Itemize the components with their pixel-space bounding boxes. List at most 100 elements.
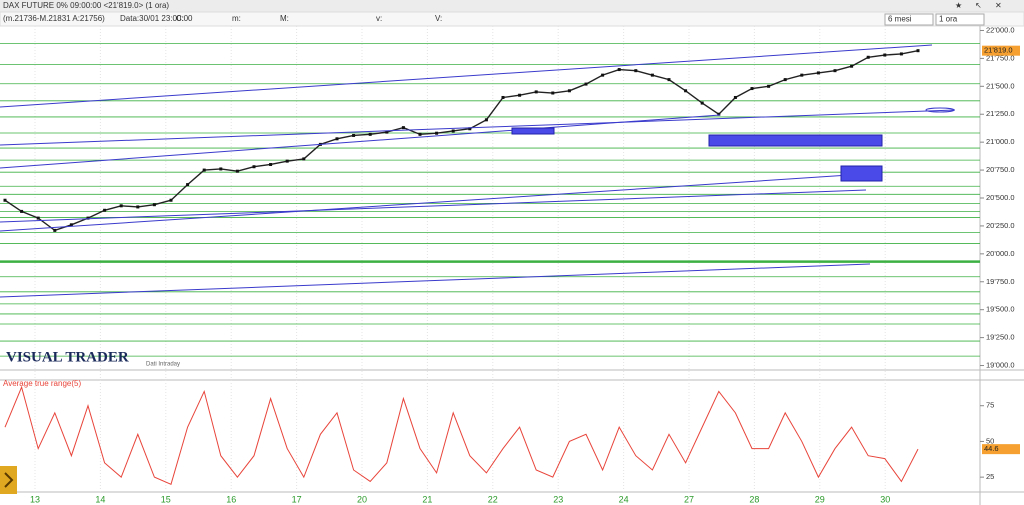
candle <box>684 89 688 93</box>
last-value-label: 44.6 <box>984 444 999 453</box>
candle <box>152 203 156 207</box>
trend-line <box>0 114 721 169</box>
series-line <box>4 385 919 485</box>
candle <box>700 101 704 105</box>
candle <box>53 228 57 232</box>
y-tick-label: 21'250.0 <box>986 109 1015 118</box>
x-tick-label: 17 <box>292 494 302 504</box>
date-info: Data:30/01 23:00:00 <box>120 14 193 23</box>
candle <box>36 216 40 220</box>
field: v: <box>376 14 382 23</box>
plot-layer: 13 14 15 16 17 20 21 22 23 24 27 28 29 30 22'000.0 21'7… <box>0 25 1020 504</box>
candle <box>352 133 356 137</box>
candle <box>617 68 621 72</box>
candle <box>567 89 571 93</box>
candle <box>899 52 903 56</box>
candle <box>584 82 588 86</box>
candle <box>368 132 372 136</box>
candle <box>518 93 522 97</box>
y-tick-label: 75 <box>986 401 994 410</box>
field: M: <box>280 14 289 23</box>
x-tick-label: 20 <box>357 494 367 504</box>
candle <box>69 223 73 227</box>
x-tick-label: 22 <box>488 494 498 504</box>
candle <box>435 131 439 135</box>
period-label: 6 mesi <box>888 15 912 24</box>
range-info: (m.21736-M.21831 A:21756) <box>3 14 105 23</box>
candle <box>252 165 256 169</box>
trend-line <box>0 172 881 232</box>
candle <box>883 53 887 57</box>
candle <box>385 130 389 134</box>
candle <box>816 71 820 75</box>
candle <box>468 127 472 131</box>
logo-sub: Dati Intraday <box>146 362 180 368</box>
window-title: DAX FUTURE 0% 09:00:00 <21'819.0> (1 ora… <box>3 1 169 10</box>
icon-star[interactable]: ★ <box>955 1 962 10</box>
y-tick-label: 19'750.0 <box>986 277 1015 286</box>
period-select[interactable] <box>884 13 934 26</box>
candle <box>833 69 837 73</box>
candle <box>269 162 273 166</box>
candle <box>866 55 870 59</box>
y-tick-label: 19'000.0 <box>986 361 1015 370</box>
candle <box>783 78 787 82</box>
y-tick-label: 21'750.0 <box>986 53 1015 62</box>
interval-select[interactable] <box>935 13 985 26</box>
panel-title: Average true range(5) <box>3 379 81 388</box>
field: m: <box>232 14 241 23</box>
icon-close[interactable]: ✕ <box>995 1 1002 10</box>
y-tick-label: 19'500.0 <box>986 305 1015 314</box>
candle <box>235 169 239 173</box>
trend-line <box>0 263 871 298</box>
x-tick-label: 13 <box>30 494 40 504</box>
last-value-box <box>982 45 1020 56</box>
candle <box>750 87 754 91</box>
candle <box>850 64 854 68</box>
x-tick-label: 29 <box>815 494 825 504</box>
candle <box>418 132 422 136</box>
candle <box>916 49 920 53</box>
candle <box>186 183 190 187</box>
candle <box>667 78 671 82</box>
candle <box>401 126 405 130</box>
candle <box>800 73 804 77</box>
y-tick-label: 21'500.0 <box>986 81 1015 90</box>
y-tick-label: 20'750.0 <box>986 165 1015 174</box>
info-bar <box>0 11 1024 27</box>
candle <box>86 216 90 220</box>
y-tick-label: 22'000.0 <box>986 25 1015 34</box>
x-tick-label: 23 <box>553 494 563 504</box>
y-tick-label: 20'000.0 <box>986 249 1015 258</box>
trend-handle <box>925 107 955 113</box>
candle <box>136 205 140 209</box>
candle <box>534 90 538 94</box>
field: C: <box>176 14 184 23</box>
logo: VISUAL TRADER <box>6 349 129 365</box>
candle <box>119 204 123 208</box>
series-line <box>4 49 919 232</box>
y-tick-label: 20'250.0 <box>986 221 1015 230</box>
icon-arrow[interactable]: ↖ <box>975 1 982 10</box>
expand-button[interactable] <box>0 466 17 494</box>
trend-line <box>0 109 956 146</box>
zone <box>708 134 883 147</box>
candle <box>451 129 455 133</box>
candle <box>285 159 289 163</box>
x-tick-label: 28 <box>749 494 759 504</box>
x-tick-label: 30 <box>880 494 890 504</box>
candle <box>767 84 771 88</box>
candle <box>501 95 505 99</box>
x-tick-label: 15 <box>161 494 171 504</box>
last-value-box <box>982 444 1020 455</box>
interval-label: 1 ora <box>939 15 958 24</box>
candle <box>650 73 654 77</box>
x-tick-label: 16 <box>226 494 236 504</box>
y-tick-label: 50 <box>986 436 994 445</box>
trend-lines <box>0 44 956 298</box>
x-tick-label: 14 <box>95 494 105 504</box>
y-tick-label: 25 <box>986 472 994 481</box>
candle <box>601 73 605 77</box>
field: V: <box>435 14 442 23</box>
